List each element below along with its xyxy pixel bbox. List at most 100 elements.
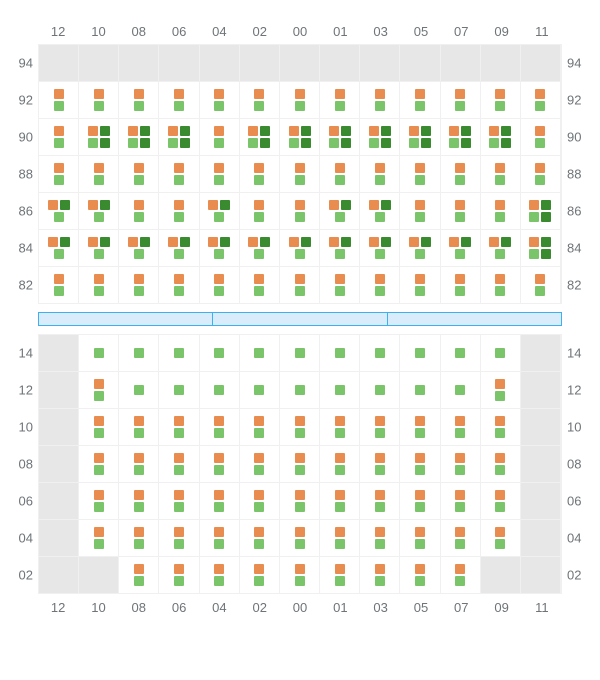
slot-cell[interactable] <box>481 267 521 303</box>
slot-cell[interactable] <box>119 193 159 229</box>
slot-cell[interactable] <box>200 156 240 192</box>
slot-cell[interactable] <box>240 82 280 118</box>
slot-cell[interactable] <box>280 193 320 229</box>
slot-cell[interactable] <box>521 156 561 192</box>
slot-cell[interactable] <box>39 82 79 118</box>
slot-cell[interactable] <box>159 335 199 371</box>
slot-cell[interactable] <box>441 557 481 593</box>
slot-cell[interactable] <box>79 520 119 556</box>
slot-cell[interactable] <box>360 372 400 408</box>
slot-cell[interactable] <box>159 409 199 445</box>
slot-cell[interactable] <box>119 82 159 118</box>
slot-cell[interactable] <box>481 483 521 519</box>
slot-cell[interactable] <box>400 372 440 408</box>
slot-cell[interactable] <box>360 557 400 593</box>
slot-cell[interactable] <box>441 446 481 482</box>
slot-cell[interactable] <box>79 193 119 229</box>
slot-cell[interactable] <box>521 82 561 118</box>
slot-cell[interactable] <box>200 267 240 303</box>
slot-cell[interactable] <box>240 520 280 556</box>
slot-cell[interactable] <box>200 119 240 155</box>
slot-cell[interactable] <box>119 409 159 445</box>
slot-cell[interactable] <box>400 193 440 229</box>
slot-cell[interactable] <box>441 156 481 192</box>
slot-cell[interactable] <box>240 483 280 519</box>
slot-cell[interactable] <box>119 557 159 593</box>
slot-cell[interactable] <box>240 156 280 192</box>
slot-cell[interactable] <box>280 82 320 118</box>
slot-cell[interactable] <box>280 409 320 445</box>
slot-cell[interactable] <box>400 156 440 192</box>
slot-cell[interactable] <box>400 409 440 445</box>
slot-cell[interactable] <box>441 193 481 229</box>
slot-cell[interactable] <box>521 119 561 155</box>
slot-cell[interactable] <box>240 267 280 303</box>
slot-cell[interactable] <box>240 335 280 371</box>
slot-cell[interactable] <box>200 372 240 408</box>
slot-cell[interactable] <box>360 520 400 556</box>
slot-cell[interactable] <box>119 230 159 266</box>
slot-cell[interactable] <box>320 483 360 519</box>
slot-cell[interactable] <box>521 193 561 229</box>
slot-cell[interactable] <box>39 156 79 192</box>
slot-cell[interactable] <box>481 156 521 192</box>
slot-cell[interactable] <box>119 446 159 482</box>
slot-cell[interactable] <box>119 267 159 303</box>
slot-cell[interactable] <box>320 446 360 482</box>
slot-cell[interactable] <box>159 156 199 192</box>
slot-cell[interactable] <box>200 483 240 519</box>
slot-cell[interactable] <box>360 409 400 445</box>
slot-cell[interactable] <box>39 267 79 303</box>
slot-cell[interactable] <box>360 335 400 371</box>
slot-cell[interactable] <box>200 409 240 445</box>
slot-cell[interactable] <box>400 267 440 303</box>
slot-cell[interactable] <box>360 156 400 192</box>
slot-cell[interactable] <box>159 446 199 482</box>
slot-cell[interactable] <box>200 446 240 482</box>
slot-cell[interactable] <box>280 267 320 303</box>
slot-cell[interactable] <box>400 446 440 482</box>
slot-cell[interactable] <box>320 119 360 155</box>
slot-cell[interactable] <box>200 335 240 371</box>
slot-cell[interactable] <box>280 520 320 556</box>
slot-cell[interactable] <box>400 557 440 593</box>
slot-cell[interactable] <box>280 156 320 192</box>
slot-cell[interactable] <box>481 335 521 371</box>
slot-cell[interactable] <box>159 193 199 229</box>
slot-cell[interactable] <box>400 520 440 556</box>
slot-cell[interactable] <box>79 483 119 519</box>
slot-cell[interactable] <box>481 520 521 556</box>
slot-cell[interactable] <box>240 557 280 593</box>
slot-cell[interactable] <box>119 119 159 155</box>
slot-cell[interactable] <box>159 82 199 118</box>
slot-cell[interactable] <box>441 82 481 118</box>
slot-cell[interactable] <box>159 520 199 556</box>
slot-cell[interactable] <box>441 119 481 155</box>
slot-cell[interactable] <box>320 520 360 556</box>
slot-cell[interactable] <box>240 446 280 482</box>
slot-cell[interactable] <box>159 119 199 155</box>
slot-cell[interactable] <box>400 119 440 155</box>
slot-cell[interactable] <box>200 557 240 593</box>
slot-cell[interactable] <box>200 193 240 229</box>
slot-cell[interactable] <box>441 267 481 303</box>
slot-cell[interactable] <box>360 82 400 118</box>
slot-cell[interactable] <box>79 372 119 408</box>
slot-cell[interactable] <box>119 520 159 556</box>
slot-cell[interactable] <box>200 82 240 118</box>
slot-cell[interactable] <box>521 230 561 266</box>
slot-cell[interactable] <box>159 557 199 593</box>
slot-cell[interactable] <box>481 119 521 155</box>
slot-cell[interactable] <box>400 82 440 118</box>
slot-cell[interactable] <box>280 483 320 519</box>
slot-cell[interactable] <box>481 230 521 266</box>
slot-cell[interactable] <box>360 267 400 303</box>
slot-cell[interactable] <box>320 267 360 303</box>
slot-cell[interactable] <box>400 335 440 371</box>
slot-cell[interactable] <box>119 335 159 371</box>
slot-cell[interactable] <box>79 267 119 303</box>
slot-cell[interactable] <box>119 483 159 519</box>
slot-cell[interactable] <box>360 119 400 155</box>
slot-cell[interactable] <box>79 446 119 482</box>
slot-cell[interactable] <box>200 520 240 556</box>
